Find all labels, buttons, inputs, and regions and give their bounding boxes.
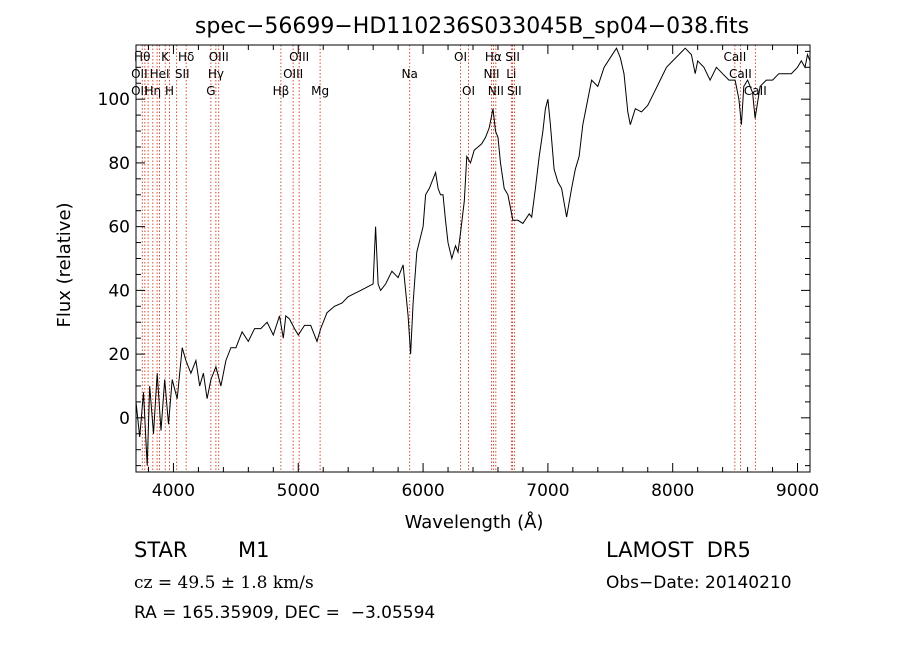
marker-label-18: OII — [131, 84, 148, 98]
x-tick-label-0: 4000 — [152, 481, 195, 501]
x-tick-label-3: 7000 — [526, 481, 569, 501]
marker-label-5: OI — [454, 50, 467, 64]
plot-frame — [135, 44, 811, 473]
marker-label-17: CaII — [729, 67, 752, 81]
object-subclass: M1 — [238, 538, 270, 562]
marker-label-0: Hθ — [134, 50, 150, 64]
marker-label-20: H — [165, 84, 174, 98]
marker-label-27: CaII — [744, 84, 767, 98]
y-tick-label-1: 20 — [108, 345, 130, 365]
x-tick-label-2: 6000 — [401, 481, 444, 501]
marker-label-10: HeI — [150, 67, 170, 81]
x-tick-label-1: 5000 — [277, 481, 320, 501]
marker-label-14: Na — [402, 67, 418, 81]
y-tick-label-3: 60 — [108, 218, 130, 238]
x-tick-label-4: 8000 — [651, 481, 694, 501]
y-axis-label: Flux (relative) — [54, 202, 75, 327]
line-markers — [141, 45, 756, 472]
y-tick-label-2: 40 — [108, 281, 130, 301]
marker-label-12: Hγ — [208, 67, 224, 81]
y-tick-label-5: 100 — [98, 90, 130, 110]
marker-label-24: OI — [462, 84, 475, 98]
chart-title: spec−56699−HD110236S033045B_sp04−038.fit… — [195, 14, 749, 39]
marker-label-22: Hβ — [273, 84, 290, 98]
marker-label-8: CaII — [723, 50, 746, 64]
observation-date: Obs−Date: 20140210 — [606, 573, 792, 593]
marker-label-7: SII — [505, 50, 520, 64]
coordinates: RA = 165.35909, DEC = −3.05594 — [134, 603, 436, 623]
marker-label-1: K — [161, 50, 170, 64]
x-tick-label-5: 9000 — [776, 481, 819, 501]
marker-label-25: NII — [488, 84, 504, 98]
marker-label-19: Hη — [145, 84, 162, 98]
x-axis: 4000 5000 6000 7000 8000 9000 — [147, 45, 819, 501]
object-class: STAR — [134, 538, 188, 562]
x-axis-label: Wavelength (Å) — [405, 511, 544, 533]
marker-label-13: OIII — [283, 67, 303, 81]
marker-label-3: OIII — [209, 50, 229, 64]
y-axis: 0 20 40 60 80 100 — [98, 50, 810, 467]
marker-label-23: Mg — [311, 84, 329, 98]
marker-label-21: G — [206, 84, 215, 98]
marker-label-4: OIII — [289, 50, 309, 64]
marker-label-6: Hα — [485, 50, 502, 64]
y-tick-label-0: 0 — [119, 409, 130, 429]
marker-label-9: OII — [131, 67, 148, 81]
spectrum-line — [135, 47, 811, 466]
marker-label-15: NII — [483, 67, 499, 81]
marker-label-16: Li — [506, 67, 516, 81]
marker-label-11: SII — [175, 67, 190, 81]
redshift-velocity: cz = 49.5 ± 1.8 km/s — [134, 573, 314, 593]
marker-label-26: SII — [507, 84, 522, 98]
marker-label-2: Hδ — [178, 50, 194, 64]
survey-release: LAMOST DR5 — [606, 538, 751, 562]
y-tick-label-4: 80 — [108, 154, 130, 174]
